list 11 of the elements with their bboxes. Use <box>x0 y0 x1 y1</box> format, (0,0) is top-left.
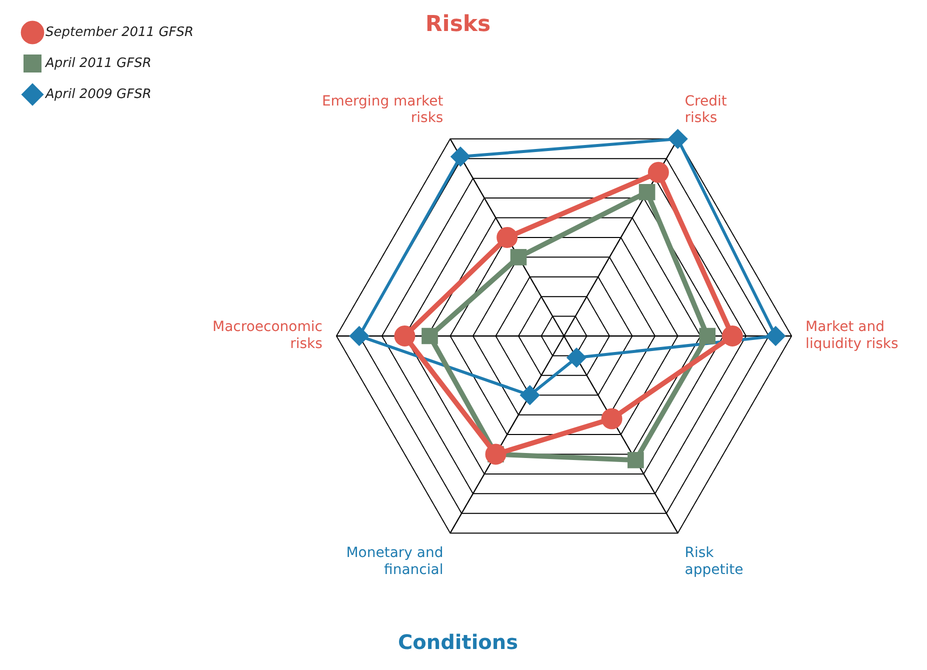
legend-label: April 2009 GFSR <box>44 86 152 102</box>
spoke-label: Macroeconomic risks <box>212 319 322 352</box>
spoke-label: Credit risks <box>684 93 728 126</box>
spoke-label: Market and liquidity risks <box>806 319 898 352</box>
legend-label: April 2011 GFSR <box>44 56 152 71</box>
text: Conditions <box>398 630 518 654</box>
spoke-label: Risk appetite <box>684 545 744 578</box>
spoke-label: Emerging market risks <box>322 93 444 126</box>
legend-label: September 2011 GFSR <box>46 24 194 40</box>
chart-title: Risks <box>425 12 491 37</box>
spoke-label: Monetary and financial <box>346 545 444 578</box>
